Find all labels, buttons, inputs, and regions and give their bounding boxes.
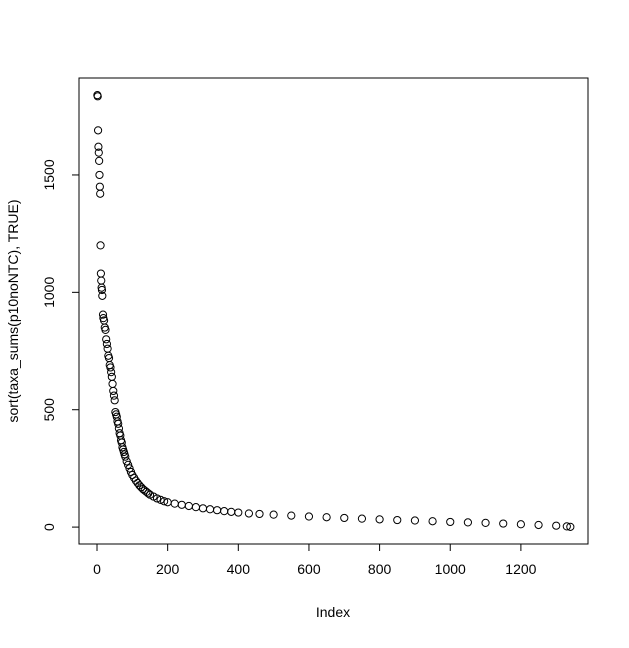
point <box>103 344 112 353</box>
point <box>114 419 123 428</box>
point <box>110 396 119 405</box>
point <box>108 379 117 388</box>
point <box>107 372 116 381</box>
point <box>125 464 134 473</box>
point <box>534 520 543 530</box>
point <box>499 519 508 528</box>
x-tick-label: 1200 <box>505 561 536 577</box>
point <box>156 495 165 504</box>
point <box>106 363 115 372</box>
y-axis-label: sort(taxa_sums(p10noNTC), TRUE) <box>5 199 21 422</box>
point <box>122 457 131 466</box>
point <box>357 514 367 523</box>
point <box>566 522 575 531</box>
point <box>170 499 179 508</box>
point <box>410 516 420 525</box>
point <box>97 276 106 285</box>
point <box>213 506 222 515</box>
plot-frame <box>78 77 589 545</box>
point <box>98 291 107 300</box>
point <box>97 285 107 295</box>
point <box>184 501 193 511</box>
point <box>102 339 112 349</box>
point <box>244 509 254 518</box>
x-axis-label: Index <box>316 604 350 620</box>
point <box>107 368 116 377</box>
point <box>93 126 103 135</box>
y-tick-label: 500 <box>41 398 57 422</box>
x-tick-label: 400 <box>227 561 251 577</box>
point <box>98 310 108 319</box>
point <box>93 92 102 101</box>
point <box>287 511 296 520</box>
point <box>95 156 104 165</box>
point <box>121 452 130 461</box>
point <box>123 460 133 469</box>
point <box>227 507 236 516</box>
point <box>304 512 314 521</box>
point <box>446 517 455 527</box>
point <box>160 497 169 506</box>
y-tick-label: 1000 <box>41 277 57 308</box>
x-tick-label: 0 <box>93 561 101 577</box>
point <box>428 517 437 526</box>
point <box>463 518 473 527</box>
point <box>198 504 208 513</box>
point <box>96 189 105 198</box>
point <box>96 269 106 278</box>
point <box>322 513 331 522</box>
point <box>340 513 349 523</box>
point <box>269 510 278 519</box>
point <box>552 521 561 530</box>
point <box>393 515 402 525</box>
point <box>562 522 571 531</box>
x-tick-label: 1000 <box>435 561 466 577</box>
y-tick-label: 0 <box>41 523 57 531</box>
point <box>102 335 111 344</box>
point <box>191 503 201 512</box>
point <box>255 509 264 519</box>
point <box>220 507 229 516</box>
point <box>101 325 110 334</box>
point <box>109 391 119 400</box>
y-tick-label: 1500 <box>41 159 57 190</box>
point <box>516 520 525 529</box>
point <box>375 515 384 524</box>
point <box>481 518 490 527</box>
point <box>95 170 104 180</box>
x-tick-label: 800 <box>368 561 392 577</box>
point <box>96 241 105 250</box>
point <box>177 500 186 509</box>
point <box>152 494 162 503</box>
x-tick-label: 600 <box>297 561 321 577</box>
point <box>234 508 243 517</box>
point <box>95 182 104 191</box>
x-tick-label: 200 <box>156 561 180 577</box>
point <box>205 505 215 514</box>
point <box>94 148 103 157</box>
point <box>94 142 103 151</box>
point <box>109 386 118 396</box>
